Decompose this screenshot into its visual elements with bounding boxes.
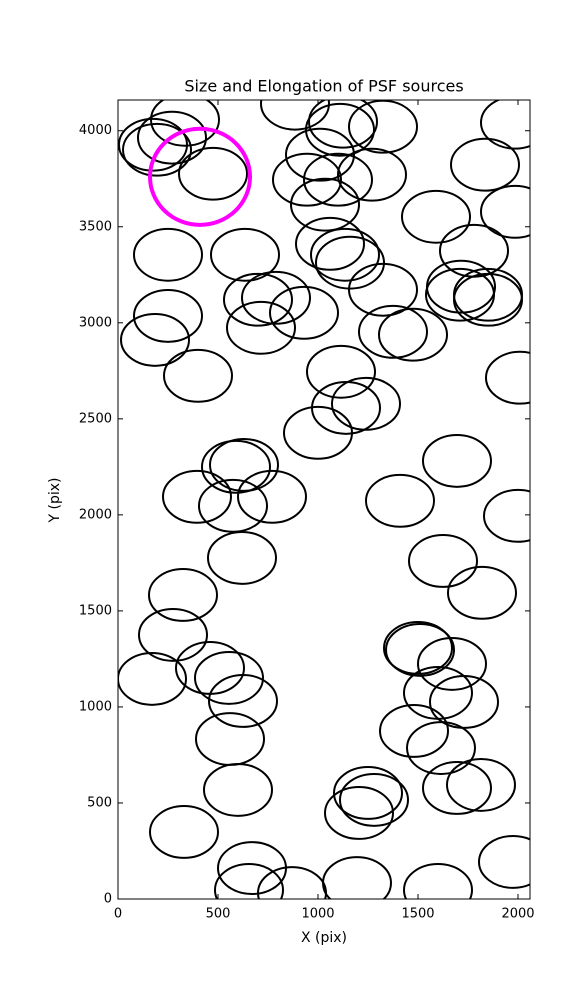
source-ellipse	[118, 651, 187, 706]
source-ellipse	[406, 721, 476, 775]
source-ellipse	[478, 835, 530, 889]
source-ellipse	[210, 227, 280, 282]
source-ellipse	[260, 100, 330, 131]
source-ellipse	[446, 757, 516, 812]
source-ellipse	[365, 473, 435, 528]
source-ellipse	[269, 285, 339, 340]
source-ellipse	[339, 772, 409, 827]
source-ellipse	[348, 100, 418, 154]
y-tick-label: 3000	[79, 315, 112, 330]
source-ellipse	[303, 152, 373, 207]
y-tick-label: 0	[104, 892, 112, 907]
source-ellipse	[379, 704, 449, 758]
source-ellipse	[447, 565, 517, 620]
y-tick-label: 3500	[79, 219, 112, 234]
source-ellipse	[162, 469, 232, 524]
plot-marks	[118, 100, 530, 899]
x-axis-label: X (pix)	[301, 930, 347, 946]
y-tick-label: 1000	[79, 699, 112, 714]
source-ellipse	[422, 761, 492, 815]
x-tick-label: 0	[114, 907, 122, 922]
source-ellipse	[178, 146, 248, 201]
source-ellipse	[208, 674, 278, 728]
source-ellipse	[290, 177, 360, 232]
highlight-circle	[148, 126, 252, 227]
source-ellipse	[138, 607, 208, 662]
source-ellipse	[383, 621, 453, 675]
source-ellipse	[483, 488, 530, 543]
y-tick-label: 2500	[79, 411, 112, 426]
y-tick-label: 4000	[79, 123, 112, 138]
source-ellipse	[148, 568, 218, 622]
x-tick-label: 2000	[501, 907, 534, 922]
source-ellipse	[378, 307, 448, 362]
source-ellipse	[214, 863, 284, 899]
source-ellipse	[422, 433, 492, 488]
source-ellipse	[133, 227, 203, 282]
source-ellipse	[417, 636, 487, 691]
source-ellipse	[163, 348, 233, 403]
y-tick-label: 500	[87, 795, 112, 810]
y-tick-label: 1500	[79, 603, 112, 618]
source-ellipse	[331, 376, 401, 431]
source-ellipse	[285, 127, 355, 182]
source-ellipse	[283, 405, 353, 460]
source-ellipse	[401, 189, 471, 244]
source-ellipse	[333, 766, 403, 820]
source-ellipse	[408, 534, 478, 588]
y-tick-label: 2000	[79, 507, 112, 522]
source-ellipse	[203, 762, 273, 817]
x-tick-label: 1000	[301, 907, 334, 922]
source-ellipse	[133, 288, 203, 343]
source-ellipse	[485, 350, 530, 405]
source-ellipse	[385, 622, 455, 677]
source-ellipse	[337, 147, 407, 202]
source-ellipse	[207, 530, 277, 585]
plot-frame	[117, 99, 531, 900]
source-ellipse	[348, 262, 418, 317]
source-ellipse	[480, 184, 530, 239]
x-tick-label: 1500	[401, 907, 434, 922]
source-ellipse	[223, 272, 293, 327]
chart-title: Size and Elongation of PSF sources	[184, 77, 463, 96]
source-ellipse	[403, 863, 473, 899]
source-ellipse	[137, 110, 207, 165]
source-ellipse	[295, 216, 365, 271]
source-ellipse	[322, 856, 392, 899]
source-ellipse	[358, 304, 428, 359]
source-ellipse	[306, 344, 376, 399]
source-ellipse	[237, 469, 307, 524]
source-ellipse	[453, 272, 523, 327]
y-axis-label: Y (pix)	[47, 478, 63, 524]
source-ellipse	[425, 267, 495, 322]
source-ellipse	[324, 786, 394, 840]
source-ellipse	[308, 100, 378, 149]
source-ellipse	[305, 102, 375, 157]
source-ellipse	[450, 137, 520, 192]
source-ellipse	[118, 117, 188, 172]
source-ellipse	[149, 805, 219, 859]
source-ellipse	[226, 300, 296, 355]
source-ellipse	[272, 152, 342, 207]
source-ellipse	[122, 122, 192, 177]
source-ellipse	[194, 651, 264, 705]
source-ellipse	[241, 270, 311, 325]
source-ellipse	[209, 437, 279, 492]
source-ellipse	[120, 312, 190, 367]
source-ellipse	[310, 227, 380, 282]
source-ellipse	[201, 439, 271, 494]
source-ellipse	[198, 478, 268, 533]
source-ellipse	[480, 100, 530, 150]
x-tick-label: 500	[206, 907, 231, 922]
